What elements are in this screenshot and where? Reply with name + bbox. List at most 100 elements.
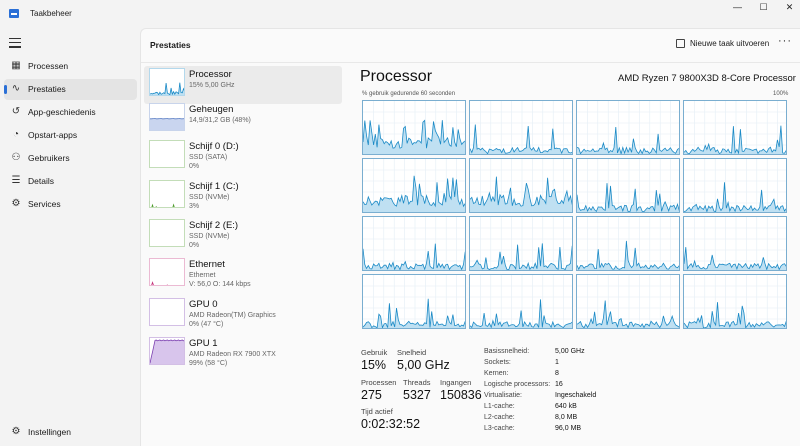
device-name: Ethernet [189, 259, 225, 270]
close-button[interactable]: ✕ [785, 2, 794, 12]
device-item-gpu-1[interactable]: GPU 1 AMD Radeon RX 7900 XTX 99% (58 °C) [144, 335, 342, 373]
spec-value: 8,0 MB [555, 414, 578, 421]
graph-line [363, 175, 465, 208]
sidebar-item-services[interactable]: ⚙ Services [4, 194, 137, 215]
core-graph [469, 158, 573, 213]
graph-line [577, 300, 679, 328]
core-graph-svg [684, 275, 786, 328]
spec-label: Kernen: [484, 370, 509, 377]
spec-value: 16 [555, 381, 563, 388]
graph-line [363, 298, 465, 328]
device-graph [151, 203, 175, 207]
core-graph [576, 158, 680, 213]
performance-icon: ∿ [11, 83, 21, 94]
graph-area [151, 282, 168, 285]
content-area: Prestaties Nieuwe taak uitvoeren ··· Pro… [140, 28, 800, 446]
users-icon: ⚇ [11, 152, 21, 163]
device-detail: SSD (SATA) [189, 154, 228, 161]
device-item-schijf-0-d[interactable]: Schijf 0 (D:) SSD (SATA) 0% [144, 138, 342, 176]
device-graph [150, 141, 185, 168]
core-graph-svg [577, 101, 679, 154]
graph-area [150, 340, 184, 364]
core-graph [469, 274, 573, 329]
sidebar-item-gebruikers[interactable]: ⚇ Gebruikers [4, 148, 137, 169]
device-graph-thumbnail [149, 68, 185, 96]
sidebar-item-app-geschiedenis[interactable]: ↺ App-geschiedenis [4, 102, 137, 123]
sidebar-item-label: App-geschiedenis [28, 107, 96, 117]
spec-label: Sockets: [484, 359, 511, 366]
cpu-title: Processor [360, 68, 433, 85]
maximize-button[interactable]: ☐ [759, 2, 768, 12]
uptime-value: 0:02:32:52 [361, 417, 421, 431]
device-item-gpu-0[interactable]: GPU 0 AMD Radeon(TM) Graphics 0% (47 °C) [144, 296, 342, 334]
history-icon: ↺ [11, 106, 21, 117]
device-detail: 3% [189, 203, 200, 210]
device-detail: AMD Radeon RX 7900 XTX [189, 351, 276, 358]
core-graph [576, 274, 680, 329]
spec-value: Ingeschakeld [555, 392, 597, 399]
graph-line [470, 299, 572, 328]
core-graph [683, 100, 787, 155]
spec-label: L1-cache: [484, 403, 515, 410]
device-name: Schijf 2 (E:) [189, 220, 239, 231]
graph-area [684, 182, 786, 212]
device-item-schijf-2-e[interactable]: Schijf 2 (E:) SSD (NVMe) 0% [144, 217, 342, 255]
sidebar-item-prestaties[interactable]: ∿ Prestaties [4, 79, 137, 100]
device-item-processor[interactable]: Processor 15% 5,00 GHz [144, 66, 342, 104]
sidebar-item-label: Services [28, 199, 61, 209]
more-options-button[interactable]: ··· [778, 35, 792, 47]
details-icon: ☰ [11, 175, 21, 186]
graph-line [470, 176, 572, 207]
title-bar: Taakbeheer — ☐ ✕ [0, 0, 800, 28]
new-task-icon [676, 39, 685, 48]
core-graph-svg [470, 275, 572, 328]
device-item-geheugen[interactable]: Geheugen 14,9/31,2 GB (48%) [144, 101, 342, 139]
device-graph [150, 220, 185, 247]
services-icon: ⚙ [11, 198, 21, 209]
device-item-schijf-1-c[interactable]: Schijf 1 (C:) SSD (NVMe) 3% [144, 178, 342, 216]
core-graph [576, 216, 680, 271]
graph-line [684, 182, 786, 212]
graph-area [363, 175, 465, 212]
threads-label: Threads [403, 378, 431, 387]
usage-value: 15% [361, 358, 387, 372]
settings-icon: ⚙ [11, 426, 21, 437]
device-name: Geheugen [189, 104, 234, 115]
header-divider [141, 62, 800, 63]
spec-label: L2-cache: [484, 414, 515, 421]
core-graph-svg [470, 159, 572, 212]
device-item-ethernet[interactable]: Ethernet Ethernet V: 56,0 O: 144 kbps [144, 256, 342, 294]
device-graph-thumbnail [149, 103, 185, 131]
handles-label: Ingangen [440, 378, 472, 387]
cpu-core-graphs [362, 100, 789, 331]
core-graph-svg [363, 101, 465, 154]
spec-value: 8 [555, 370, 559, 377]
device-name: GPU 1 [189, 338, 218, 349]
device-detail: SSD (NVMe) [189, 194, 230, 201]
spec-value: 96,0 MB [555, 425, 582, 432]
core-graph-svg [577, 275, 679, 328]
hamburger-menu-icon[interactable] [9, 38, 21, 48]
core-graph-svg [684, 217, 786, 270]
device-graph-thumbnail [149, 258, 185, 286]
core-graph [683, 216, 787, 271]
graph-area [151, 204, 175, 207]
sidebar-item-label: Processen [28, 61, 69, 71]
graph-line [684, 125, 786, 154]
graph-area [363, 243, 465, 270]
device-graph [150, 118, 184, 130]
spec-label: Logische processors: [484, 381, 551, 388]
graph-line [470, 124, 572, 154]
graph-line [470, 243, 572, 270]
sidebar-item-processen[interactable]: ▦ Processen [4, 56, 137, 77]
graph-line [363, 243, 465, 270]
device-graph [151, 281, 168, 285]
device-graph [150, 299, 185, 326]
sidebar-item-opstart-apps[interactable]: ◔ Opstart-apps [4, 125, 137, 146]
core-graph-svg [363, 159, 465, 212]
device-name: GPU 0 [189, 299, 218, 310]
sidebar-item-settings[interactable]: ⚙ Instellingen [4, 422, 137, 443]
device-name: Schijf 0 (D:) [189, 141, 239, 152]
minimize-button[interactable]: — [733, 2, 742, 12]
sidebar-item-details[interactable]: ☰ Details [4, 171, 137, 192]
